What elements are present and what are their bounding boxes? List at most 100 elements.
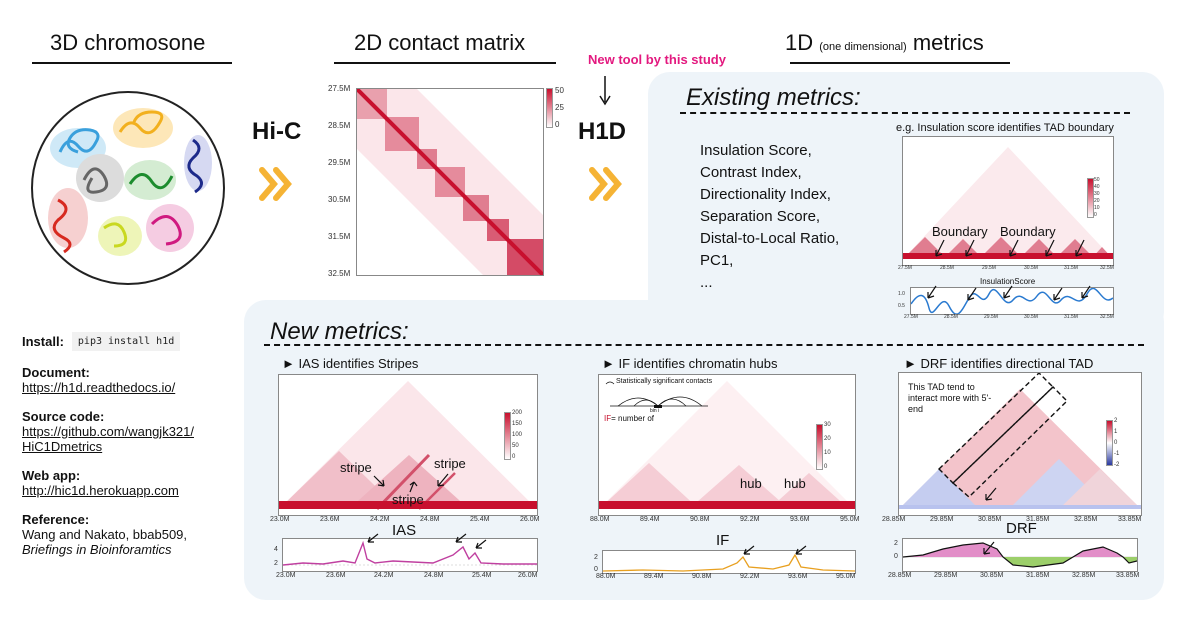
if-track-label: IF — [716, 532, 730, 549]
ias-xtick-6: 26.0M — [520, 516, 540, 523]
if-xtick-5: 93.6M — [790, 516, 810, 523]
boundary-arrows — [935, 239, 1085, 257]
drf-cbar-tick-2: 1 — [1114, 429, 1118, 435]
chromosome-nucleus-illustration — [31, 91, 225, 285]
if-track-xtick-2: 89.4M — [644, 573, 664, 580]
heading-1d-paren: (one dimensional) — [819, 41, 907, 53]
ias-track-xtick-5: 25.4M — [472, 572, 492, 579]
contact-matrix-plot — [356, 88, 544, 276]
drf-cbar-tick-3: 0 — [1114, 440, 1118, 446]
ias-xtick-3: 24.2M — [370, 516, 390, 523]
matrix-ytick-6: 32.5M — [328, 269, 351, 278]
drf-track-arrow-icon — [983, 541, 995, 555]
ias-caption: ► IAS identifies Stripes — [282, 356, 419, 371]
if-formula: IF= number of — [604, 414, 654, 423]
if-xtick-6: 95.0M — [840, 516, 860, 523]
ins-track-xtick-5: 31.5M — [1064, 314, 1078, 320]
drf-cbar-tick-5: -2 — [1114, 462, 1120, 468]
existing-metrics-divider — [680, 112, 1130, 114]
drf-xtick-1: 28.85M — [882, 516, 906, 523]
drf-note: This TAD tend to interact more with 5'- … — [908, 382, 992, 414]
ias-triangle-plot — [278, 374, 538, 516]
heading-1d-underline — [790, 62, 1010, 64]
document-link[interactable]: https://h1d.readthedocs.io/ — [22, 380, 176, 395]
insulation-track-plot — [910, 287, 1114, 315]
ias-stripe-label-3: stripe — [392, 492, 424, 507]
insulation-example-caption: e.g. Insulation score identifies TAD bou… — [896, 122, 1114, 134]
ias-track-arrows — [367, 533, 487, 549]
metric-item: PC1, — [700, 252, 734, 269]
ias-track-label: IAS — [392, 522, 417, 539]
if-track-ytick-1: 2 — [594, 554, 598, 561]
source-code-link-line-2[interactable]: HiC1Dmetrics — [22, 439, 103, 454]
if-track-xtick-4: 92.2M — [740, 573, 760, 580]
ins-xtick-2: 28.5M — [940, 265, 954, 271]
ias-stripe-label-2: stripe — [434, 456, 466, 471]
ins-cbar-tick-4: 20 — [1094, 198, 1100, 204]
drf-track-label: DRF — [1006, 520, 1037, 537]
ins-cbar-tick-5: 10 — [1094, 205, 1100, 211]
drf-xtick-5: 32.85M — [1074, 516, 1098, 523]
install-row: Install: pip3 install h1d — [22, 332, 242, 351]
if-cbar-tick-4: 0 — [824, 464, 828, 470]
metric-item: Directionality Index, — [700, 186, 831, 203]
if-triangle-plot — [598, 374, 856, 516]
if-xtick-4: 92.2M — [740, 516, 760, 523]
ins-track-xtick-6: 32.5M — [1100, 314, 1114, 320]
ias-cbar-tick-2: 150 — [512, 421, 523, 427]
if-track-xtick-3: 90.8M — [692, 573, 712, 580]
ias-xtick-2: 23.6M — [320, 516, 340, 523]
if-contacts-diagram — [605, 381, 708, 408]
ins-cbar-tick-6: 0 — [1094, 212, 1097, 218]
heading-1d-metrics: 1D (one dimensional) metrics — [785, 30, 984, 56]
drf-xtick-2: 29.85M — [930, 516, 954, 523]
ins-xtick-5: 31.5M — [1064, 265, 1078, 271]
drf-cbar-tick-4: -1 — [1114, 451, 1120, 457]
ias-xtick-4: 24.8M — [420, 516, 440, 523]
if-formula-rest: = number of — [611, 414, 655, 423]
drf-arrow-icon — [985, 487, 997, 501]
existing-metrics-list: Insulation Score, Contrast Index, Direct… — [700, 140, 839, 294]
ins-track-xtick-4: 30.5M — [1024, 314, 1038, 320]
boundary-label-1: Boundary — [932, 224, 988, 239]
drf-track-xtick-3: 30.85M — [980, 572, 1004, 579]
new-metrics-title: New metrics: — [270, 318, 409, 345]
ias-cbar-tick-4: 50 — [512, 443, 519, 449]
if-cbar-tick-1: 30 — [824, 422, 831, 428]
drf-track-xtick-6: 33.85M — [1116, 572, 1140, 579]
ins-cbar-tick-2: 40 — [1094, 184, 1100, 190]
if-hub-label-1: hub — [740, 476, 762, 491]
h1d-label: H1D — [578, 118, 627, 145]
metric-item: ... — [700, 274, 713, 291]
if-legend-text: Statistically significant contacts — [616, 378, 713, 385]
existing-metrics-title: Existing metrics: — [686, 84, 861, 111]
ins-cbar-tick-1: 50 — [1094, 177, 1100, 183]
ins-track-xtick-2: 28.5M — [944, 314, 958, 320]
if-caption: ► IF identifies chromatin hubs — [602, 356, 778, 371]
ias-track-xtick-1: 23.0M — [276, 572, 296, 579]
if-xtick-3: 90.8M — [690, 516, 710, 523]
new-tool-label: New tool by this study — [588, 52, 726, 67]
ias-track-xtick-2: 23.6M — [326, 572, 346, 579]
source-code-link-line-1[interactable]: https://github.com/wangjk321/ — [22, 424, 194, 439]
matrix-cbar-tick-3: 0 — [555, 120, 560, 129]
metric-item: Distal-to-Local Ratio, — [700, 230, 840, 247]
matrix-cbar-tick-1: 50 — [555, 86, 564, 95]
drf-xtick-4: 31.85M — [1026, 516, 1050, 523]
ins-track-xtick-3: 29.5M — [984, 314, 998, 320]
ias-colorbar — [504, 412, 511, 460]
if-track-ytick-2: 0 — [594, 566, 598, 573]
ias-cbar-tick-3: 100 — [512, 432, 523, 438]
drf-track-xtick-1: 28.85M — [888, 572, 912, 579]
install-command[interactable]: pip3 install h1d — [71, 332, 181, 351]
ias-cbar-tick-5: 0 — [512, 454, 516, 460]
metric-item: Insulation Score, — [700, 142, 812, 159]
insulation-colorbar — [1087, 178, 1094, 218]
ins-xtick-6: 32.5M — [1100, 265, 1114, 271]
matrix-ytick-5: 31.5M — [328, 232, 351, 241]
if-xtick-2: 89.4M — [640, 516, 660, 523]
heading-3d-chromosome: 3D chromosone — [50, 30, 206, 55]
web-app-link[interactable]: http://hic1d.herokuapp.com — [22, 483, 179, 498]
heading-1d-tail: metrics — [912, 30, 984, 55]
if-track-xtick-1: 88.0M — [596, 573, 616, 580]
